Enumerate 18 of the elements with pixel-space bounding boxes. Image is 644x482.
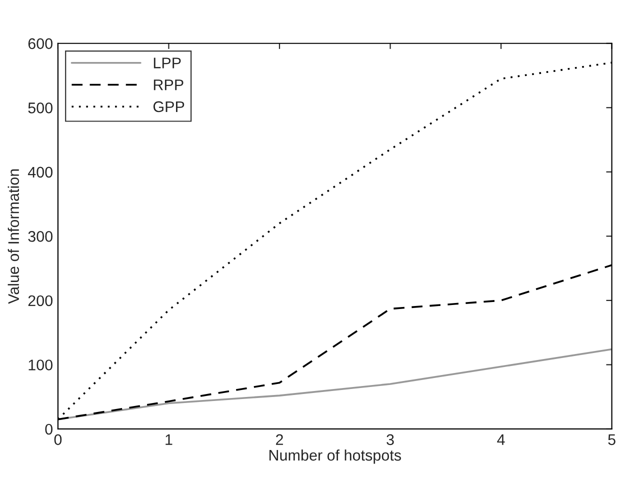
y-tick-label: 200 [28, 295, 53, 306]
y-tick-label: 600 [28, 38, 53, 50]
x-tick-label: 0 [54, 434, 62, 446]
y-tick-label: 100 [28, 360, 53, 370]
x-tick-label: 4 [497, 434, 505, 445]
y-axis-title: Value of Information [8, 169, 20, 304]
x-tick-label: 3 [386, 434, 394, 446]
x-tick-label: 5 [608, 434, 616, 446]
legend-label: LPP [154, 58, 181, 68]
x-tick-label: 1 [166, 434, 172, 445]
y-tick-label: 300 [28, 231, 53, 242]
y-tick-label: 500 [28, 102, 53, 114]
x-tick-label: 2 [276, 434, 283, 445]
y-tick-label: 400 [28, 166, 53, 178]
x-axis-title: Number of hotspots [269, 449, 401, 464]
legend-label: GPP [153, 101, 184, 112]
legend-label: RPP [154, 80, 184, 90]
y-tick-label: 0 [45, 424, 52, 435]
